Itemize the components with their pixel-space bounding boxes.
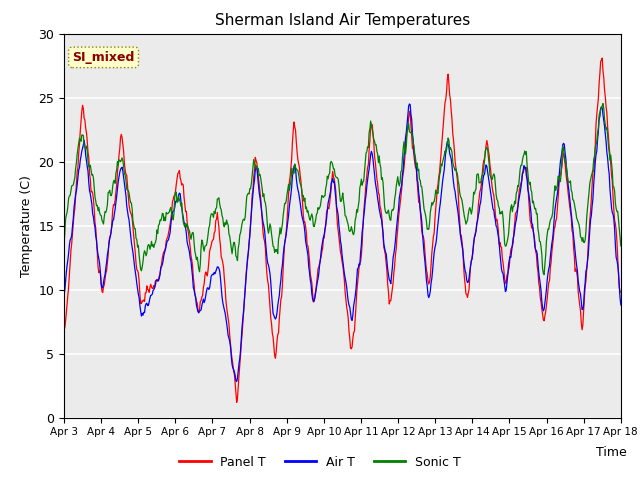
Title: Sherman Island Air Temperatures: Sherman Island Air Temperatures	[215, 13, 470, 28]
Panel T	[184, 227, 192, 233]
Line: Panel T: Panel T	[64, 58, 621, 402]
Sonic T	[127, 200, 135, 206]
Air T	[233, 379, 241, 384]
Panel T	[60, 327, 68, 333]
Panel T	[214, 210, 221, 216]
Sonic T	[60, 242, 68, 248]
X-axis label: Time: Time	[596, 446, 627, 459]
Sonic T	[599, 101, 607, 107]
Sonic T	[540, 272, 548, 277]
Sonic T	[617, 243, 625, 249]
Line: Sonic T: Sonic T	[64, 104, 621, 275]
Air T	[184, 243, 192, 249]
Panel T	[70, 210, 78, 216]
Sonic T	[70, 178, 78, 184]
Air T	[412, 162, 419, 168]
Air T	[428, 276, 436, 281]
Y-axis label: Temperature (C): Temperature (C)	[20, 175, 33, 276]
Legend: Panel T, Air T, Sonic T: Panel T, Air T, Sonic T	[174, 451, 466, 474]
Sonic T	[410, 144, 418, 150]
Panel T	[233, 399, 241, 405]
Panel T	[598, 55, 606, 61]
Sonic T	[426, 210, 434, 216]
Air T	[127, 240, 135, 245]
Text: SI_mixed: SI_mixed	[72, 51, 135, 64]
Panel T	[428, 262, 435, 267]
Sonic T	[214, 196, 221, 202]
Panel T	[411, 160, 419, 166]
Air T	[406, 101, 413, 107]
Line: Air T: Air T	[64, 104, 621, 382]
Air T	[617, 302, 625, 308]
Sonic T	[184, 224, 192, 229]
Air T	[214, 264, 221, 270]
Air T	[60, 292, 68, 298]
Air T	[70, 204, 78, 210]
Panel T	[127, 211, 135, 217]
Panel T	[617, 289, 625, 295]
